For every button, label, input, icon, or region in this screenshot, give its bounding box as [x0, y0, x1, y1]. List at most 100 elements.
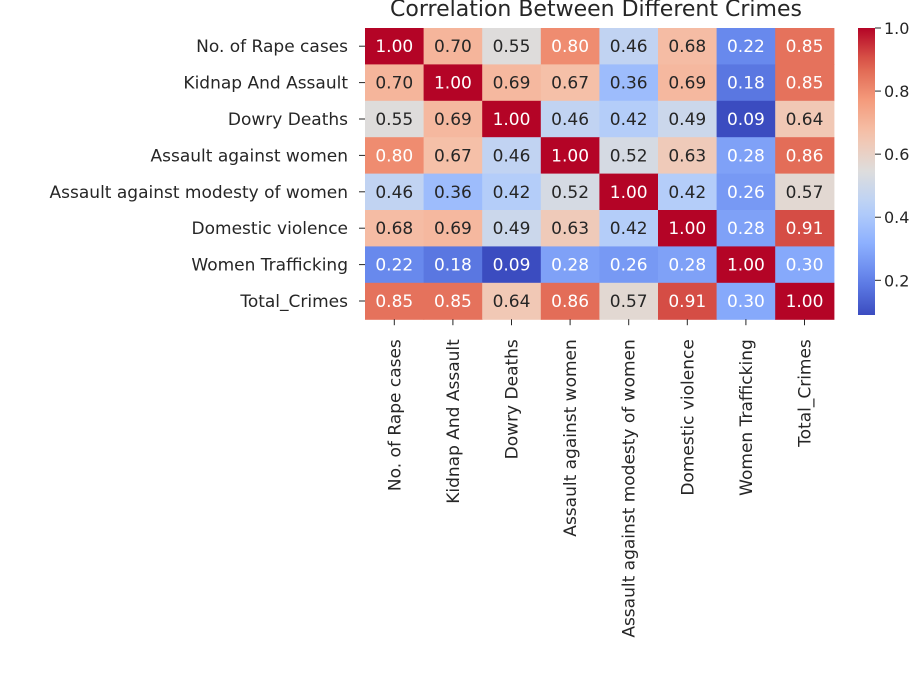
heatmap-cell: [365, 246, 425, 284]
heatmap-cell: [482, 282, 542, 320]
column-label: Assault against modesty of women: [620, 339, 640, 637]
cell-value-label: 0.63: [668, 146, 706, 166]
heatmap-cell: [540, 210, 600, 247]
cell-value-label: 0.42: [493, 183, 531, 203]
cell-value-label: 0.42: [668, 183, 706, 203]
cell-value-label: 1.00: [551, 146, 589, 166]
heatmap-cell: [365, 100, 425, 138]
heatmap-cell: [716, 64, 776, 102]
cell-value-label: 0.57: [610, 292, 648, 312]
cell-value-label: 0.85: [375, 292, 413, 312]
cell-value-label: 0.69: [434, 219, 472, 239]
row-label: Domestic violence: [192, 219, 348, 239]
heatmap-cell: [540, 173, 600, 211]
cell-value-label: 0.80: [375, 146, 413, 166]
cell-value-label: 0.42: [610, 219, 648, 239]
cell-value-label: 0.91: [668, 292, 706, 312]
cell-value-label: 1.00: [610, 183, 648, 203]
cell-value-label: 0.22: [375, 256, 413, 276]
cell-value-label: 0.36: [434, 183, 472, 203]
cell-value-label: 0.28: [551, 256, 589, 276]
row-label: Assault against modesty of women: [50, 183, 348, 203]
heatmap-cell: [540, 100, 600, 138]
row-label: No. of Rape cases: [196, 37, 348, 57]
cell-value-label: 0.46: [493, 146, 531, 166]
cell-value-label: 0.57: [786, 183, 824, 203]
cell-value-label: 0.18: [727, 74, 765, 94]
heatmap-cell: [599, 210, 659, 247]
column-label: Dowry Deaths: [503, 339, 523, 459]
cell-value-label: 0.28: [727, 146, 765, 166]
row-labels: No. of Rape cases Kidnap And Assault Dowry…: [50, 37, 365, 312]
cell-value-label: 0.70: [375, 74, 413, 94]
cell-value-label: 0.46: [375, 183, 413, 203]
row-label: Assault against women: [151, 146, 348, 166]
heatmap-cell: [775, 173, 835, 211]
cell-value-label: 0.86: [786, 146, 824, 166]
cell-value-label: 0.55: [375, 110, 413, 130]
heatmap-cell: [716, 137, 776, 175]
heatmap-cell: [716, 210, 776, 247]
heatmap-cell: [599, 137, 659, 175]
cell-value-label: 0.68: [375, 219, 413, 239]
heatmap-cell: [482, 246, 542, 284]
heatmap-cell: [716, 173, 776, 211]
heatmap-cell: [423, 28, 483, 65]
heatmap-cell: [658, 173, 718, 211]
row-label: Total_Crimes: [239, 292, 348, 312]
cell-value-label: 0.70: [434, 37, 472, 57]
cell-value-label: 0.68: [668, 37, 706, 57]
cell-value-label: 0.52: [551, 183, 589, 203]
heatmap-cell: [716, 100, 776, 138]
column-label: Assault against women: [561, 339, 581, 536]
cell-value-label: 0.26: [610, 256, 648, 276]
cell-value-label: 0.91: [786, 219, 824, 239]
cell-value-label: 0.80: [551, 37, 589, 57]
heatmap-cell: [540, 246, 600, 284]
cell-value-label: 0.36: [610, 74, 648, 94]
heatmap-cells: 1.00 0.70 0.55 0.80 0.46 0.68 0.22 0.85 0.70 1.00…: [365, 28, 835, 320]
heatmap-cell: [365, 137, 425, 175]
heatmap-cell: [599, 246, 659, 284]
heatmap-cell: [482, 64, 542, 102]
cell-value-label: 1.00: [375, 37, 413, 57]
heatmap-cell: [365, 210, 425, 247]
heatmap-cell: [658, 282, 718, 320]
colorbar-gradient: [858, 28, 875, 315]
cell-value-label: 0.67: [434, 146, 472, 166]
cell-value-label: 0.49: [493, 219, 531, 239]
heatmap-cell: [423, 173, 483, 211]
heatmap-cell: [482, 210, 542, 247]
cell-value-label: 0.86: [551, 292, 589, 312]
heatmap-cell: [540, 137, 600, 175]
heatmap-cell: [423, 282, 483, 320]
cell-value-label: 0.22: [727, 37, 765, 57]
heatmap-cell: [482, 100, 542, 138]
heatmap-cell: [365, 173, 425, 211]
heatmap-cell: [540, 282, 600, 320]
cell-value-label: 1.00: [493, 110, 531, 130]
cell-value-label: 1.00: [668, 219, 706, 239]
cell-value-label: 0.69: [493, 74, 531, 94]
heatmap-cell: [716, 28, 776, 65]
heatmap-cell: [423, 246, 483, 284]
heatmap-cell: [599, 173, 659, 211]
heatmap-cell: [775, 100, 835, 138]
heatmap-cell: [658, 28, 718, 65]
cell-value-label: 0.28: [668, 256, 706, 276]
cell-value-label: 0.18: [434, 256, 472, 276]
column-label: Kidnap And Assault: [444, 339, 464, 504]
cell-value-label: 0.85: [434, 292, 472, 312]
heatmap-cell: [423, 210, 483, 247]
colorbar-tick-label: 0.4: [884, 208, 909, 227]
column-labels: No. of Rape cases Kidnap And Assault Dowry…: [385, 319, 816, 638]
heatmap-cell: [658, 246, 718, 284]
cell-value-label: 1.00: [727, 256, 765, 276]
heatmap-cell: [482, 28, 542, 65]
cell-value-label: 1.00: [434, 74, 472, 94]
cell-value-label: 0.46: [610, 37, 648, 57]
heatmap-cell: [599, 64, 659, 102]
cell-value-label: 0.42: [610, 110, 648, 130]
cell-value-label: 0.09: [727, 110, 765, 130]
